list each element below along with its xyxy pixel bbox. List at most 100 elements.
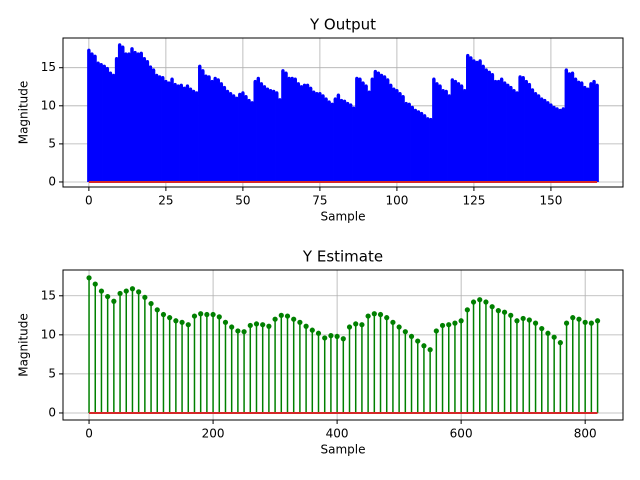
stem-marker [395, 88, 399, 93]
stem-marker [432, 77, 436, 81]
stem-marker [532, 320, 539, 326]
stem-marker [503, 81, 507, 85]
stem-marker [459, 84, 464, 88]
stem-marker [506, 83, 510, 87]
stem-marker [244, 95, 248, 99]
axes: 0 200 400 600 800 0 5 10 15 Y Estimate Sample Magni… [17, 248, 624, 457]
stem-marker [500, 77, 504, 81]
stem-marker [567, 72, 572, 76]
stem-marker [588, 320, 594, 326]
stem-marker [99, 63, 103, 67]
stem-marker [549, 103, 553, 107]
stem-marker [272, 89, 276, 93]
stem-marker [105, 293, 111, 300]
stem-marker [514, 318, 520, 324]
stem-marker [262, 85, 267, 89]
stem-marker [453, 79, 458, 84]
stem-marker [433, 328, 439, 334]
stem-marker [318, 92, 322, 96]
stem-marker [309, 327, 315, 333]
stem-marker [278, 312, 284, 318]
stem-marker [573, 77, 578, 81]
stem-marker [312, 90, 316, 94]
stem-marker [352, 106, 356, 110]
stem-marker [105, 66, 109, 71]
stem-marker [524, 79, 528, 84]
stem-marker [256, 76, 260, 80]
stem-marker [446, 322, 452, 328]
stem-marker [557, 340, 563, 346]
stem-marker [136, 289, 142, 295]
stem-marker [592, 79, 596, 84]
stem-marker [398, 92, 402, 96]
stem-marker [447, 94, 451, 98]
stem-marker [390, 319, 396, 325]
stem-marker [429, 117, 433, 122]
stem-marker [327, 100, 331, 104]
axes: 0 25 50 75 100 125 150 0 5 10 15 Y Output Sample Magn… [17, 16, 624, 224]
stem-marker [539, 325, 545, 332]
stem-marker [551, 334, 557, 340]
stem-marker [371, 311, 377, 317]
stem-marker [570, 71, 575, 75]
stem-marker [309, 86, 313, 90]
stem-marker [469, 56, 473, 60]
stem-marker [253, 321, 260, 327]
stem-marker [210, 311, 216, 318]
y-tick-label: 15 [41, 288, 56, 302]
stem-marker [315, 92, 319, 96]
stem-marker [204, 74, 208, 78]
stem-marker [179, 319, 185, 325]
y-tick-label: 0 [48, 405, 56, 419]
stem-marker [281, 69, 285, 73]
stem-marker [324, 97, 328, 101]
stem-marker [167, 315, 173, 321]
x-axis-label: Sample [321, 443, 366, 457]
stem-marker [241, 91, 245, 95]
stem-marker [450, 78, 454, 82]
stem-marker [204, 311, 210, 318]
stem-marker [154, 307, 160, 313]
stem-marker [330, 102, 334, 106]
stem-marker [185, 322, 191, 328]
stem-marker [142, 294, 148, 300]
stem-marker [441, 88, 445, 93]
stem-marker [415, 338, 421, 344]
y-tick-label: 5 [48, 366, 56, 380]
stem-marker [456, 82, 461, 86]
axes-frame [62, 37, 624, 188]
stem-marker [235, 328, 241, 334]
stem-marker [124, 52, 128, 56]
x-tick-label: 150 [539, 194, 562, 208]
stem-marker [407, 102, 411, 106]
stem-marker [266, 323, 272, 329]
stem-marker [389, 83, 393, 87]
x-tick-label: 25 [158, 194, 173, 208]
stem-marker [493, 79, 498, 84]
stem-marker [164, 79, 168, 84]
stem-marker [484, 68, 488, 72]
y-tick-label: 0 [48, 174, 56, 188]
stem-marker [228, 92, 233, 96]
stem-marker [207, 75, 211, 79]
stem-marker [121, 45, 125, 49]
stem-marker [472, 59, 476, 63]
stem-marker [426, 117, 430, 121]
stem-marker [408, 333, 415, 340]
stem-marker [222, 85, 227, 90]
stem-marker [185, 84, 190, 88]
y-tick-label: 15 [41, 60, 56, 74]
stem-marker [247, 98, 251, 103]
stem-marker [229, 324, 235, 330]
stem-marker [167, 81, 171, 85]
stem-marker [130, 47, 134, 51]
y-axis-label: Magnitude [17, 81, 31, 145]
stem-marker [423, 114, 427, 118]
stem-marker [139, 51, 143, 55]
x-tick-label: 0 [85, 194, 93, 208]
stem-marker [259, 82, 263, 86]
stem-marker [342, 99, 347, 103]
stem-marker [576, 316, 582, 322]
y-axis-label: Magnitude [17, 313, 31, 377]
stem-marker [250, 101, 254, 105]
